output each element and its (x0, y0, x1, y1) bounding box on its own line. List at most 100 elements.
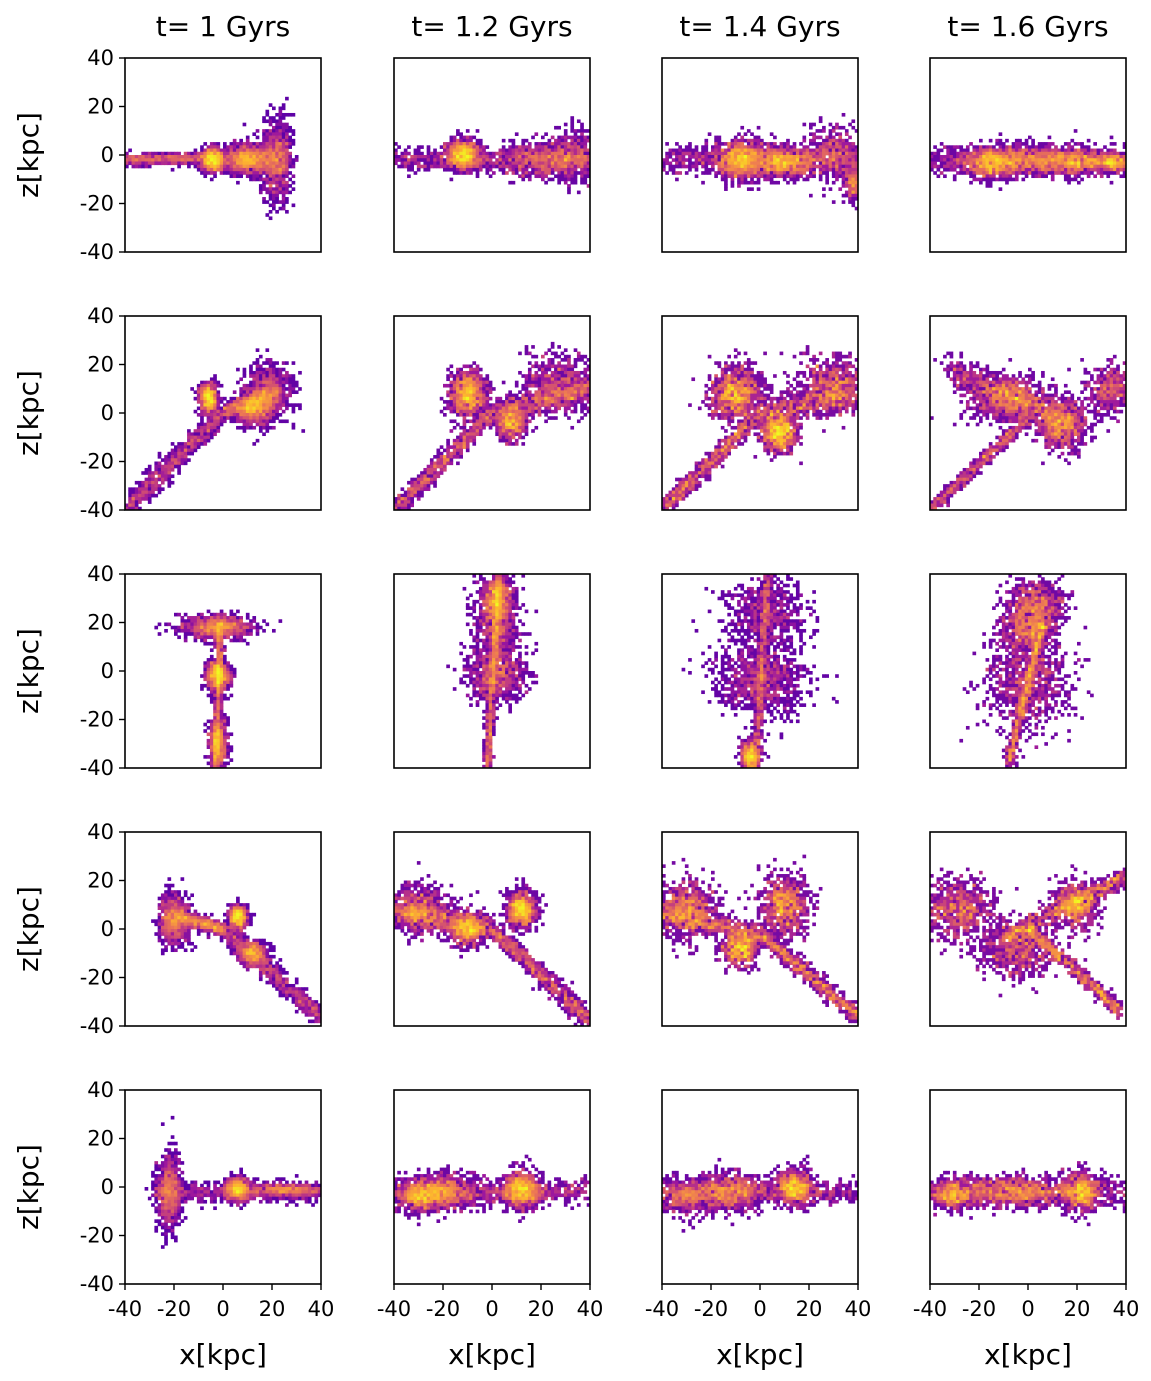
density-cell (792, 142, 797, 146)
density-cell (805, 155, 810, 159)
density-cell (746, 167, 751, 172)
density-cell (701, 145, 705, 149)
density-cell (799, 361, 803, 365)
density-cell (969, 142, 973, 146)
density-cell (1001, 167, 1006, 172)
density-cell (763, 383, 767, 388)
density-cell (258, 145, 263, 149)
density-cell (822, 161, 826, 166)
density-cell (809, 158, 813, 162)
density-cell (717, 171, 722, 175)
density-cell (1067, 155, 1071, 159)
density-cell (972, 177, 977, 182)
density-cell (985, 167, 990, 172)
density-cell (782, 413, 787, 417)
density-cell (799, 158, 803, 162)
density-cell (1067, 148, 1071, 153)
density-cell (229, 403, 234, 407)
density-cell (969, 174, 973, 179)
density-cell (501, 155, 506, 159)
density-cell (848, 155, 852, 159)
density-cell (743, 161, 748, 166)
density-cell (180, 442, 185, 446)
density-cell (773, 429, 777, 433)
density-cell (242, 409, 247, 414)
density-cell (544, 180, 548, 185)
density-cell (459, 387, 463, 391)
density-cell (779, 425, 784, 430)
density-cell (812, 367, 816, 372)
density-cell (433, 480, 437, 485)
density-cell (1018, 148, 1022, 153)
density-cell (795, 383, 800, 388)
density-cell (258, 177, 263, 182)
density-cell (563, 380, 568, 385)
density-cell (717, 451, 722, 456)
density-cell (975, 155, 980, 159)
density-cell (1090, 151, 1094, 156)
density-cell (557, 345, 561, 349)
density-cell (727, 445, 731, 449)
density-cell (478, 406, 483, 411)
density-cell (544, 164, 548, 169)
density-cell (272, 197, 276, 201)
density-cell (746, 142, 751, 146)
density-cell (943, 164, 947, 169)
density-cell (249, 148, 253, 153)
density-cell (449, 387, 454, 391)
density-cell (1031, 164, 1035, 169)
density-cell (138, 497, 142, 501)
density-cell (844, 167, 849, 172)
density-cell (410, 497, 414, 501)
density-cell (766, 435, 771, 440)
density-cell (456, 132, 460, 136)
density-cell (288, 145, 292, 149)
density-cell (1034, 161, 1039, 166)
column-title: t= 1.6 Gyrs (947, 10, 1108, 43)
density-cell (1047, 145, 1052, 149)
density-cell (828, 364, 833, 369)
density-cell (1034, 171, 1039, 175)
density-cell (567, 151, 571, 156)
density-cell (531, 164, 535, 169)
density-cell (262, 132, 266, 136)
density-cell (521, 425, 526, 430)
density-cell (714, 148, 718, 153)
density-cell (298, 406, 302, 411)
density-cell (936, 174, 941, 179)
density-cell (433, 471, 437, 475)
density-cell (822, 400, 826, 404)
density-cell (167, 474, 172, 479)
density-cell (580, 142, 584, 146)
density-cell (769, 448, 774, 453)
density-cell (822, 393, 826, 398)
density-cell (691, 151, 696, 156)
density-cell (537, 409, 542, 414)
density-cell (514, 400, 519, 404)
density-cell (835, 155, 839, 159)
density-cell (456, 409, 460, 414)
density-cell (485, 158, 490, 162)
density-cell (1070, 158, 1075, 162)
density-cell (831, 171, 836, 175)
density-cell (756, 148, 761, 153)
density-cell (799, 155, 803, 159)
density-cell (258, 416, 263, 420)
density-cell (773, 416, 777, 420)
density-cell (554, 145, 558, 149)
density-cell (268, 370, 273, 375)
density-cell (1073, 161, 1078, 166)
density-cell (258, 409, 263, 414)
y-tick-label: 0 (101, 143, 114, 167)
density-cell (563, 400, 568, 404)
density-cell (586, 155, 590, 159)
density-cell (714, 377, 718, 382)
density-cell (760, 171, 764, 175)
density-cell (730, 151, 735, 156)
density-cell (724, 438, 728, 443)
density-cell (439, 155, 444, 159)
density-cell (956, 171, 960, 175)
density-cell (831, 135, 836, 140)
density-cell (854, 158, 858, 162)
density-cell (229, 142, 234, 146)
